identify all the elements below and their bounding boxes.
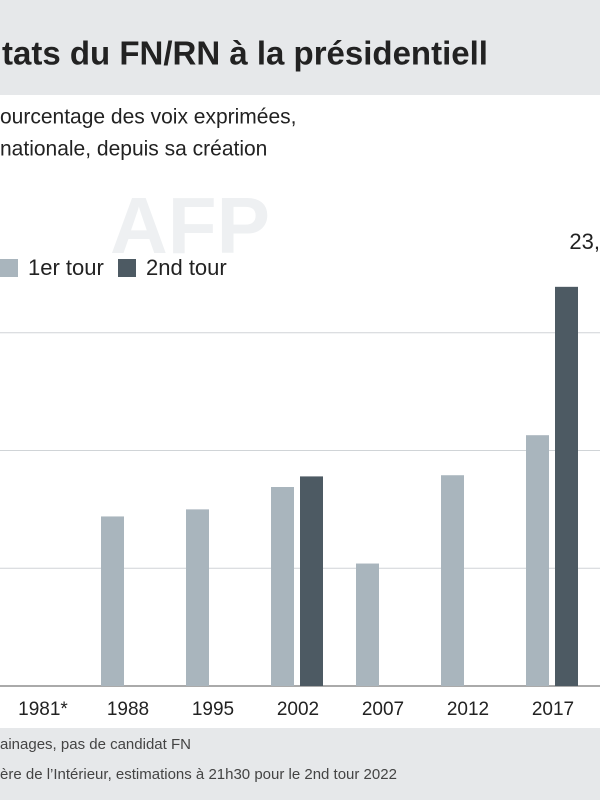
- x-tick-label: 1995: [192, 699, 234, 720]
- x-tick-label: 2012: [447, 699, 489, 720]
- legend-label: 1er tour: [28, 255, 104, 280]
- bar: [186, 509, 209, 686]
- x-tick-label: 1988: [107, 699, 149, 720]
- legend-swatch: [118, 259, 136, 277]
- subtitle: nationale, depuis sa création: [0, 138, 267, 161]
- bar: [101, 516, 124, 686]
- bar: [300, 476, 323, 686]
- bar: [526, 435, 549, 686]
- legend-swatch: [0, 259, 18, 277]
- x-tick-label: 2017: [532, 699, 574, 720]
- bar: [441, 475, 464, 686]
- subtitle: ourcentage des voix exprimées,: [0, 106, 297, 129]
- legend-label: 2nd tour: [146, 255, 227, 280]
- bar: [271, 487, 294, 686]
- watermark: AFP: [110, 181, 270, 270]
- chart-title: tats du FN/RN à la présidentiell: [2, 35, 488, 72]
- bar: [555, 286, 578, 686]
- x-tick-label: 2002: [277, 699, 319, 720]
- annotation: 23,: [569, 229, 600, 254]
- footer-band: [0, 728, 600, 800]
- footnote: ère de l’Intérieur, estimations à 21h30 …: [0, 766, 397, 783]
- title-band: [0, 0, 600, 95]
- x-tick-label: 2007: [362, 699, 404, 720]
- x-tick-label: 1981*: [18, 699, 68, 720]
- bar: [356, 563, 379, 686]
- footnote: ainages, pas de candidat FN: [0, 736, 191, 753]
